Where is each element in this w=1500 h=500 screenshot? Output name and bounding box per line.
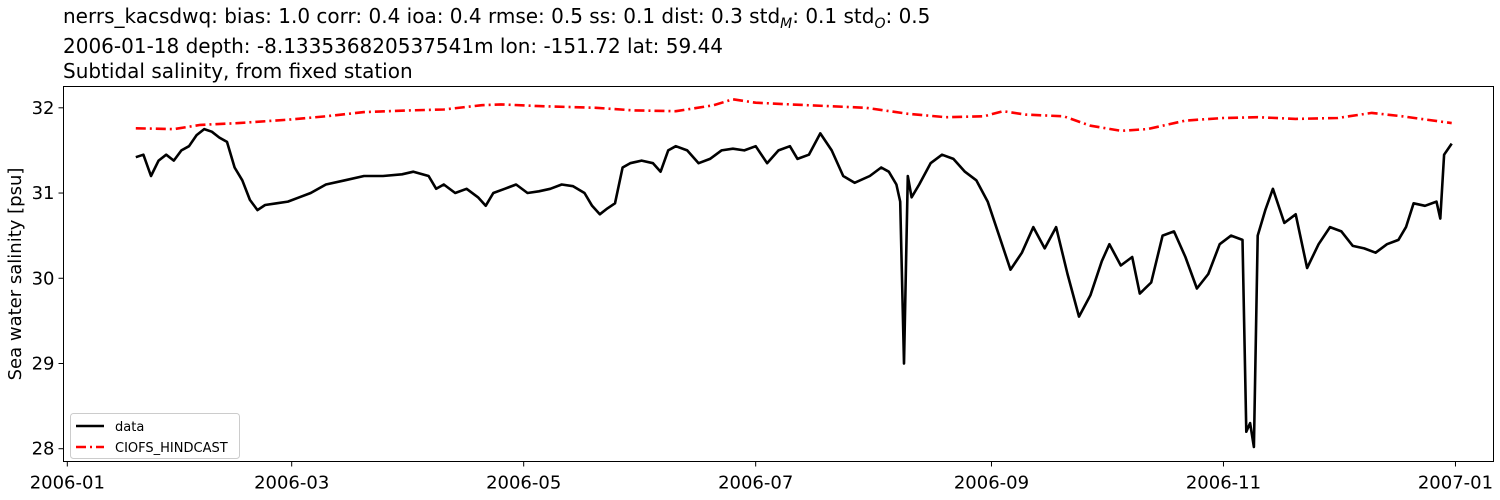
x-tick-label: 2006-07 — [718, 473, 793, 494]
x-tick-label: 2006-03 — [254, 473, 329, 494]
legend-box — [70, 413, 240, 459]
title-stats-prefix: nerrs_kacsdwq: bias: 1.0 corr: 0.4 ioa: … — [63, 4, 781, 28]
legend: data CIOFS_HINDCAST — [70, 413, 240, 459]
title-stats-sub-m: M — [780, 16, 793, 32]
chart-title-stats: nerrs_kacsdwq: bias: 1.0 corr: 0.4 ioa: … — [63, 4, 930, 36]
y-axis: 28 29 30 31 32 — [32, 98, 64, 460]
y-axis-label: Sea water salinity [psu] — [5, 168, 26, 381]
chart-title-location: 2006-01-18 depth: -8.133536820537541m lo… — [63, 34, 724, 58]
y-tick-label: 31 — [32, 183, 55, 204]
x-axis: 2006-01 2006-03 2006-05 2006-07 2006-09 2006-… — [30, 461, 1493, 494]
legend-label-model: CIOFS_HINDCAST — [115, 441, 228, 456]
series-line-data — [135, 127, 1453, 449]
plot-lines — [135, 98, 1453, 449]
x-tick-label: 2006-01 — [30, 473, 105, 494]
x-tick-label: 2006-11 — [1186, 473, 1261, 494]
y-tick-label: 30 — [32, 268, 55, 289]
x-tick-label: 2006-05 — [486, 473, 561, 494]
y-tick-label: 29 — [32, 353, 55, 374]
x-tick-label: 2007-01 — [1418, 473, 1493, 494]
title-stats-suffix: : 0.5 — [885, 4, 931, 28]
title-stats-mid: : 0.1 std — [792, 4, 875, 28]
x-tick-label: 2006-09 — [954, 473, 1029, 494]
legend-label-data: data — [115, 420, 144, 435]
series-line-ciofs-hindcast — [135, 98, 1452, 133]
chart-title-description: Subtidal salinity, from fixed station — [63, 59, 413, 83]
y-tick-label: 28 — [32, 439, 55, 460]
y-tick-label: 32 — [32, 98, 55, 119]
title-stats-sub-o: O — [874, 16, 886, 32]
plot-frame — [63, 86, 1494, 462]
